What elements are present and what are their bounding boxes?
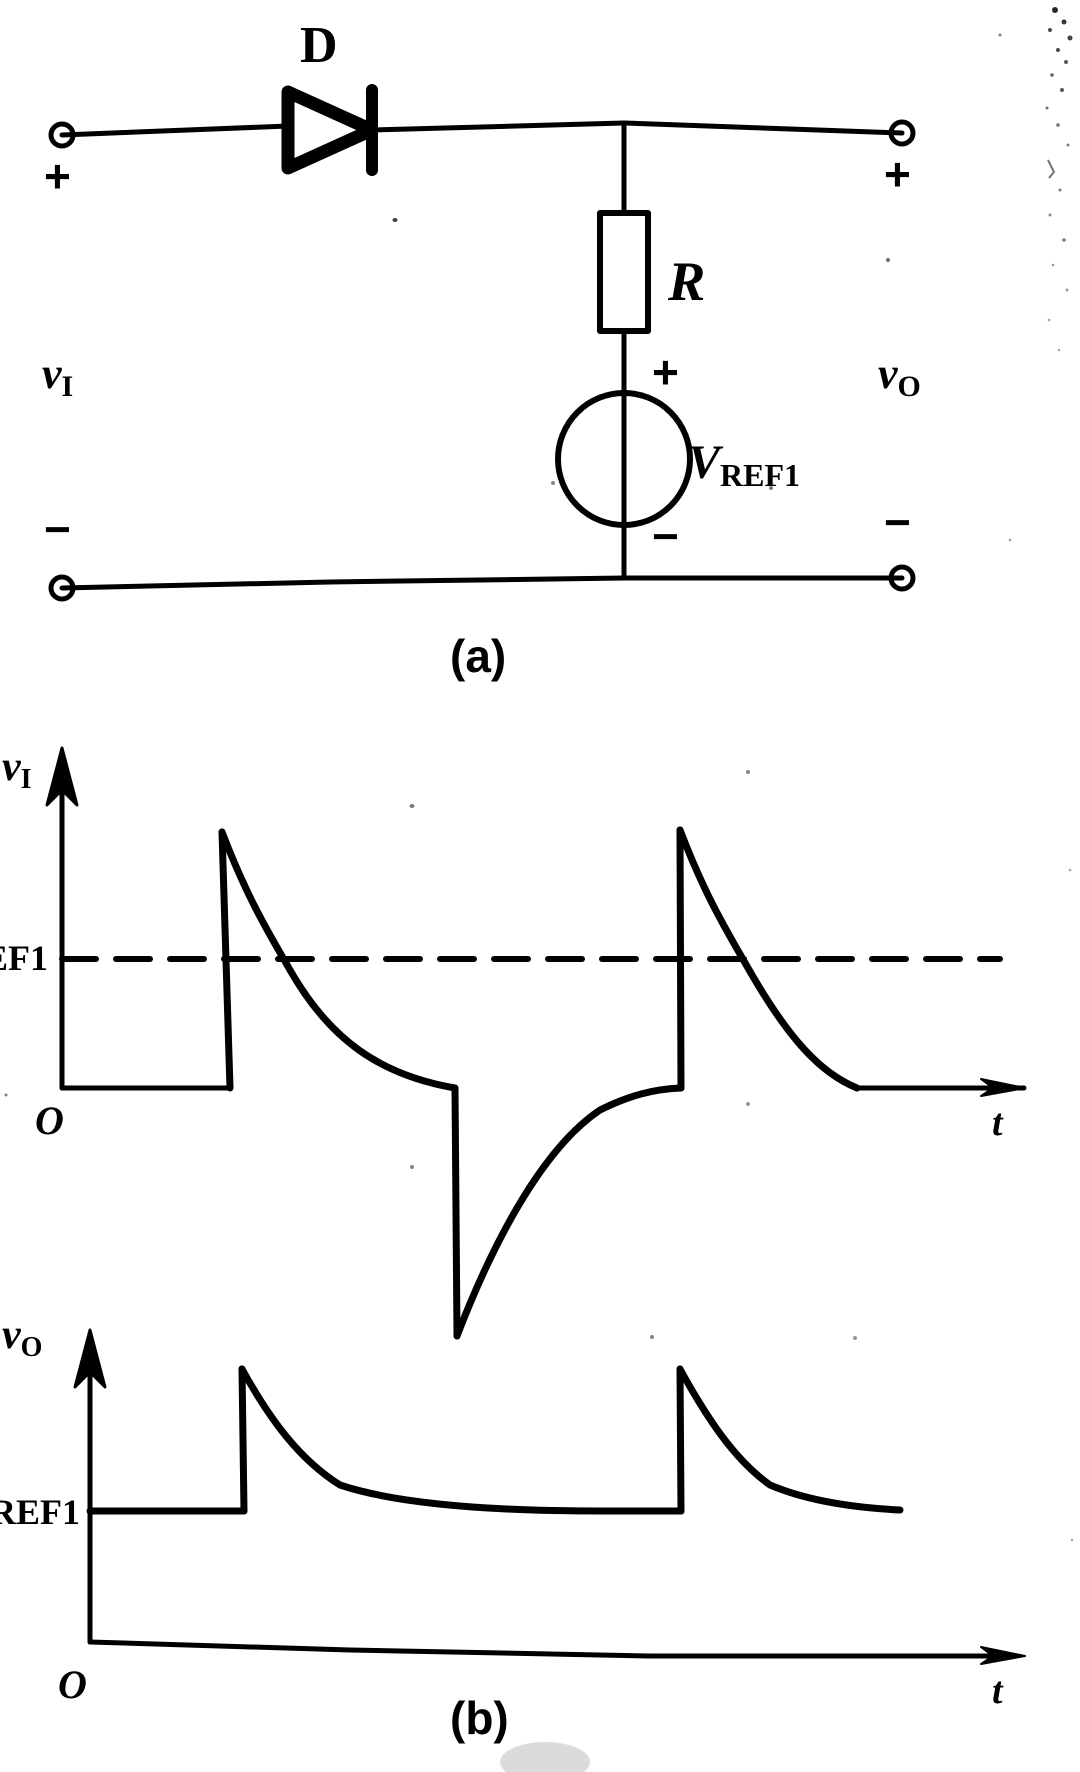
svg-text:EF1: EF1 <box>0 938 48 978</box>
svg-text:t: t <box>992 1102 1004 1144</box>
svg-text:REF1: REF1 <box>0 1492 80 1532</box>
svg-text:+: + <box>652 346 679 398</box>
svg-text:D: D <box>300 17 338 74</box>
svg-text:(a): (a) <box>450 630 506 682</box>
svg-text:−: − <box>652 510 679 562</box>
svg-text:R: R <box>667 251 705 313</box>
svg-text:(b): (b) <box>450 1692 509 1744</box>
svg-text:−: − <box>44 503 71 555</box>
svg-text:−: − <box>884 496 911 548</box>
svg-text:+: + <box>884 148 911 200</box>
svg-text:O: O <box>35 1098 64 1143</box>
svg-text:+: + <box>44 150 71 202</box>
svg-text:O: O <box>58 1662 87 1707</box>
svg-text:t: t <box>992 1670 1004 1712</box>
